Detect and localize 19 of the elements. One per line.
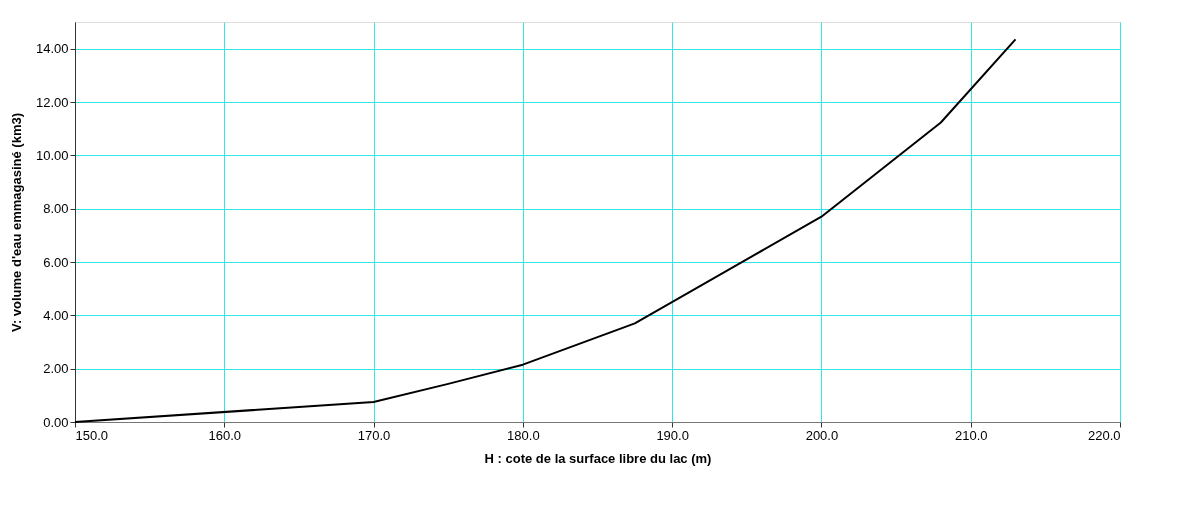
line-series xyxy=(74,38,1017,423)
x-tick-label: 150.0 xyxy=(75,427,109,443)
x-tick-label: 200.0 xyxy=(805,427,839,443)
y-tick-label: 4.00 xyxy=(43,307,69,323)
x-axis-title: H : cote de la surface libre du lac (m) xyxy=(484,450,712,466)
y-tick-label: 10.00 xyxy=(35,147,69,163)
x-tick-label: 180.0 xyxy=(507,427,540,443)
x-tick-label: 220.0 xyxy=(1087,427,1121,443)
y-tick-label: 6.00 xyxy=(43,254,69,270)
y-tick-label: 14.00 xyxy=(35,41,69,57)
y-tick-label: 2.00 xyxy=(43,361,69,377)
y-tick-label: 12.00 xyxy=(35,94,69,110)
x-tick-label: 210.0 xyxy=(954,427,988,443)
x-tick-label: 160.0 xyxy=(208,427,242,443)
y-axis-title: V: volume d'eau emmagasiné (km3) xyxy=(8,112,24,333)
x-tick-label: 170.0 xyxy=(357,427,391,443)
y-tick-label: 8.00 xyxy=(43,201,69,217)
x-tick-label: 190.0 xyxy=(656,427,689,443)
y-tick-label: 0.00 xyxy=(43,414,69,430)
